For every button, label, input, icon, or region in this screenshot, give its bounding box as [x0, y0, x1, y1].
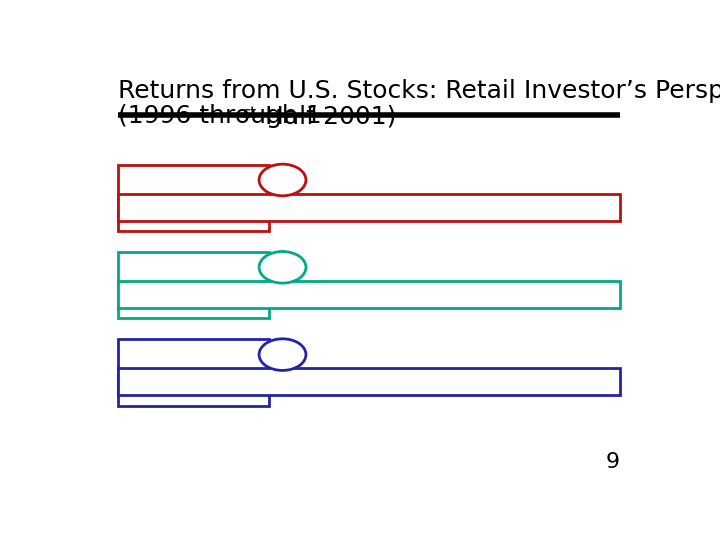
- Bar: [118, 368, 620, 395]
- Ellipse shape: [259, 252, 306, 283]
- Text: Returns from U.S. Stocks: Retail Investor’s Perspective: Returns from U.S. Stocks: Retail Investo…: [118, 79, 720, 103]
- Bar: [118, 281, 620, 308]
- Bar: [118, 339, 269, 406]
- Text: 9: 9: [606, 453, 620, 472]
- Bar: [118, 194, 620, 221]
- Text: (1996 through 1: (1996 through 1: [118, 104, 322, 129]
- Text: st: st: [242, 106, 256, 122]
- Text: Half 2001): Half 2001): [258, 104, 397, 129]
- Bar: [118, 165, 269, 231]
- Ellipse shape: [259, 339, 306, 370]
- Ellipse shape: [259, 164, 306, 196]
- Bar: [118, 252, 269, 319]
